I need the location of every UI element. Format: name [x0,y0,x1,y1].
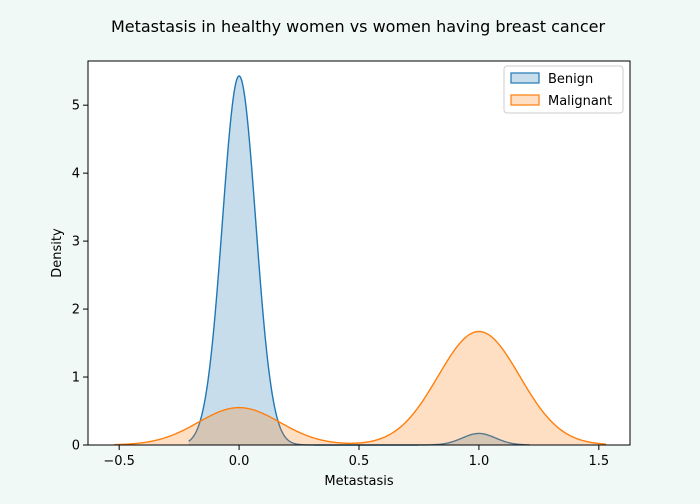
y-axis-label: Density [50,228,65,278]
legend-box [503,65,624,114]
series-malignant-area [114,331,607,445]
x-tick-label: 1.0 [469,454,490,469]
y-tick-label: 4 [72,167,80,182]
x-tick-label: 1.5 [588,454,609,469]
plot-background [88,61,630,445]
legend-label-malignant: Malignant [548,94,612,109]
y-tick-label: 3 [72,235,80,250]
y-axis-ticks: 0 1 2 3 4 5 [72,99,88,454]
x-tick-label: −0.5 [103,454,135,469]
legend-swatch-malignant [510,94,540,106]
legend: Benign Malignant [503,65,624,114]
legend-label-benign: Benign [548,72,593,87]
chart-title: Metastasis in healthy women vs women hav… [111,17,606,36]
series-malignant-line [114,330,607,446]
x-tick-label: 0.0 [229,454,250,469]
legend-swatch-benign [510,72,540,84]
y-tick-label: 1 [72,371,80,386]
x-tick-label: 0.5 [349,454,370,469]
y-tick-label: 2 [72,303,80,318]
series-benign-area [188,75,530,446]
y-tick-label: 5 [72,99,80,114]
x-axis-label: Metastasis [324,474,393,489]
y-tick-label: 0 [72,439,80,454]
x-axis-ticks: −0.5 0.0 0.5 1.0 1.5 [103,445,609,469]
